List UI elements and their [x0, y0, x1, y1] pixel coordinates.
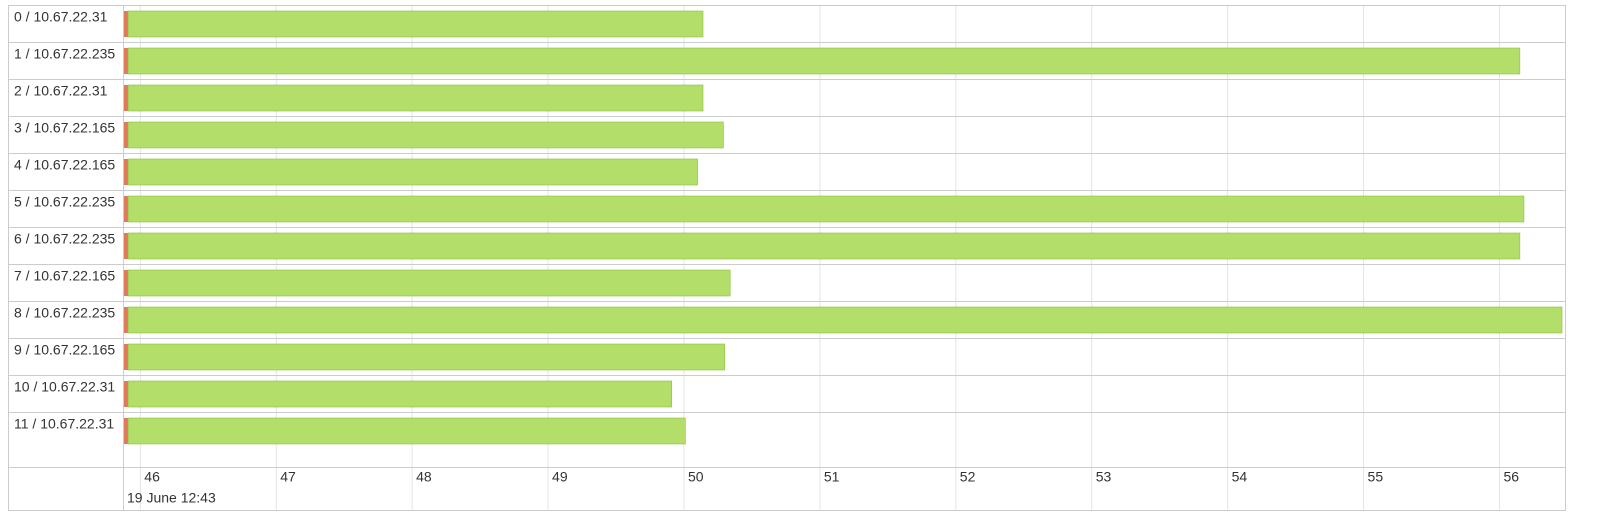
bar-segment [127, 47, 1521, 75]
row-label: 8 / 10.67.22.235 [14, 305, 115, 321]
bar-segment [124, 11, 129, 37]
bar-segment [124, 122, 129, 148]
x-tick-label: 48 [416, 469, 432, 485]
bar-segment [127, 343, 726, 371]
bar-segment [124, 85, 129, 111]
bar-segment [127, 195, 1525, 223]
x-tick-label: 49 [552, 469, 568, 485]
x-tick-label: 50 [688, 469, 704, 485]
bar-segment [124, 418, 129, 444]
axis-annotation: 19 June 12:43 [127, 490, 216, 506]
bar-segment [124, 307, 129, 333]
row-label: 3 / 10.67.22.165 [14, 120, 115, 136]
x-tick-label: 47 [280, 469, 296, 485]
bar-segment [127, 158, 698, 186]
x-tick-label: 54 [1232, 469, 1248, 485]
row-label: 0 / 10.67.22.31 [14, 9, 108, 25]
bar-segment [124, 159, 129, 185]
bar-segment [124, 344, 129, 370]
bar-segment [124, 233, 129, 259]
row-label: 7 / 10.67.22.165 [14, 268, 115, 284]
bar-segment [127, 10, 704, 38]
row-label: 2 / 10.67.22.31 [14, 83, 108, 99]
bar-segment [127, 306, 1563, 334]
bar-segment [124, 270, 129, 296]
x-tick-label: 56 [1503, 469, 1519, 485]
bar-segment [127, 121, 724, 149]
bar-segment [127, 232, 1521, 260]
bar-segment [127, 380, 673, 408]
bar-segment [127, 269, 731, 297]
row-label: 10 / 10.67.22.31 [14, 379, 115, 395]
row-label: 9 / 10.67.22.165 [14, 342, 115, 358]
x-tick-label: 52 [960, 469, 976, 485]
x-tick-label: 53 [1096, 469, 1112, 485]
bar-segment [124, 381, 129, 407]
x-tick-label: 51 [824, 469, 840, 485]
bar-segment [124, 48, 129, 74]
row-label: 6 / 10.67.22.235 [14, 231, 115, 247]
x-tick-label: 55 [1368, 469, 1384, 485]
row-label: 1 / 10.67.22.235 [14, 46, 115, 62]
x-tick-label: 46 [144, 469, 160, 485]
bar-segment [127, 84, 704, 112]
bar-segment [127, 417, 686, 445]
row-label: 11 / 10.67.22.31 [14, 416, 114, 432]
frame [8, 5, 1566, 511]
bar-segment [124, 196, 129, 222]
row-label: 4 / 10.67.22.165 [14, 157, 115, 173]
row-label: 5 / 10.67.22.235 [14, 194, 115, 210]
